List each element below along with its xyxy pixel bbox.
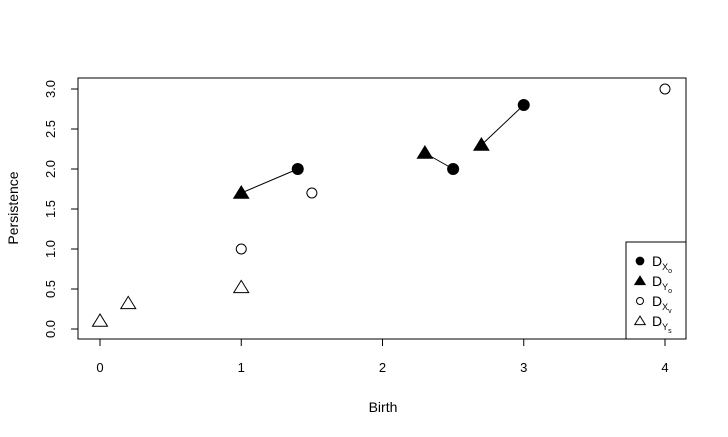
data-point-filled-triangle — [232, 185, 250, 199]
data-point-open-triangle — [91, 313, 109, 327]
legend-subsub-text: s — [668, 328, 672, 335]
legend-entry-label: DYo — [652, 273, 672, 295]
data-point-filled-triangle — [416, 145, 434, 159]
x-axis-label: Birth — [369, 399, 398, 415]
y-tick-label: 0.0 — [43, 320, 58, 338]
data-point-open-circle — [306, 187, 318, 199]
x-axis: 0 1 2 3 4 — [96, 338, 669, 375]
x-tick-label: 1 — [238, 360, 245, 375]
data-point-open-circle — [235, 243, 247, 255]
legend-main-text: D — [652, 273, 662, 289]
legend-main-text: D — [652, 253, 662, 269]
matching-line — [481, 104, 525, 146]
legend-sub-text: Y — [662, 322, 668, 332]
y-axis: 0.0 0.5 1.0 1.5 2.0 2.5 3.0 — [43, 80, 79, 338]
matching-line — [241, 168, 298, 194]
data-point-filled-circle — [517, 99, 530, 111]
legend-entry-label: DXo — [652, 253, 672, 275]
x-tick-label: 3 — [520, 360, 527, 375]
legend-sub-text: Y — [662, 282, 668, 292]
legend-subsub-text: o — [668, 268, 672, 275]
y-tick-label: 2.0 — [43, 160, 58, 178]
y-tick-label: 1.5 — [43, 200, 58, 218]
data-point-open-triangle — [232, 279, 250, 294]
data-point-filled-circle — [447, 163, 460, 175]
y-tick-label: 0.5 — [43, 280, 58, 298]
legend-subsub-text: o — [668, 288, 672, 295]
y-axis-label: Persistence — [5, 171, 21, 244]
data-point-open-triangle — [119, 295, 137, 310]
legend-sub-text: X — [662, 302, 668, 312]
data-point-open-circle — [659, 83, 671, 95]
data-points — [91, 83, 671, 327]
legend-entry-label: DXv — [652, 293, 672, 315]
legend-marker-filled-triangle — [633, 275, 647, 286]
y-tick-label: 2.5 — [43, 120, 58, 138]
legend-main-text: D — [652, 293, 662, 309]
legend-sub-text: X — [662, 262, 668, 272]
x-tick-label: 0 — [96, 360, 103, 375]
legend-marker-open-triangle — [633, 315, 647, 326]
legend-marker-filled-circle — [635, 256, 645, 266]
legend-subsub-text: v — [668, 308, 672, 315]
legend-marker-open-circle — [636, 297, 644, 305]
legend-entry-label: DYs — [652, 313, 672, 335]
y-tick-label: 1.0 — [43, 240, 58, 258]
x-tick-label: 2 — [379, 360, 386, 375]
data-point-filled-triangle — [472, 137, 490, 151]
x-tick-label: 4 — [661, 360, 668, 375]
legend-main-text: D — [652, 313, 662, 329]
data-point-filled-circle — [291, 163, 304, 175]
y-tick-label: 3.0 — [43, 80, 58, 98]
